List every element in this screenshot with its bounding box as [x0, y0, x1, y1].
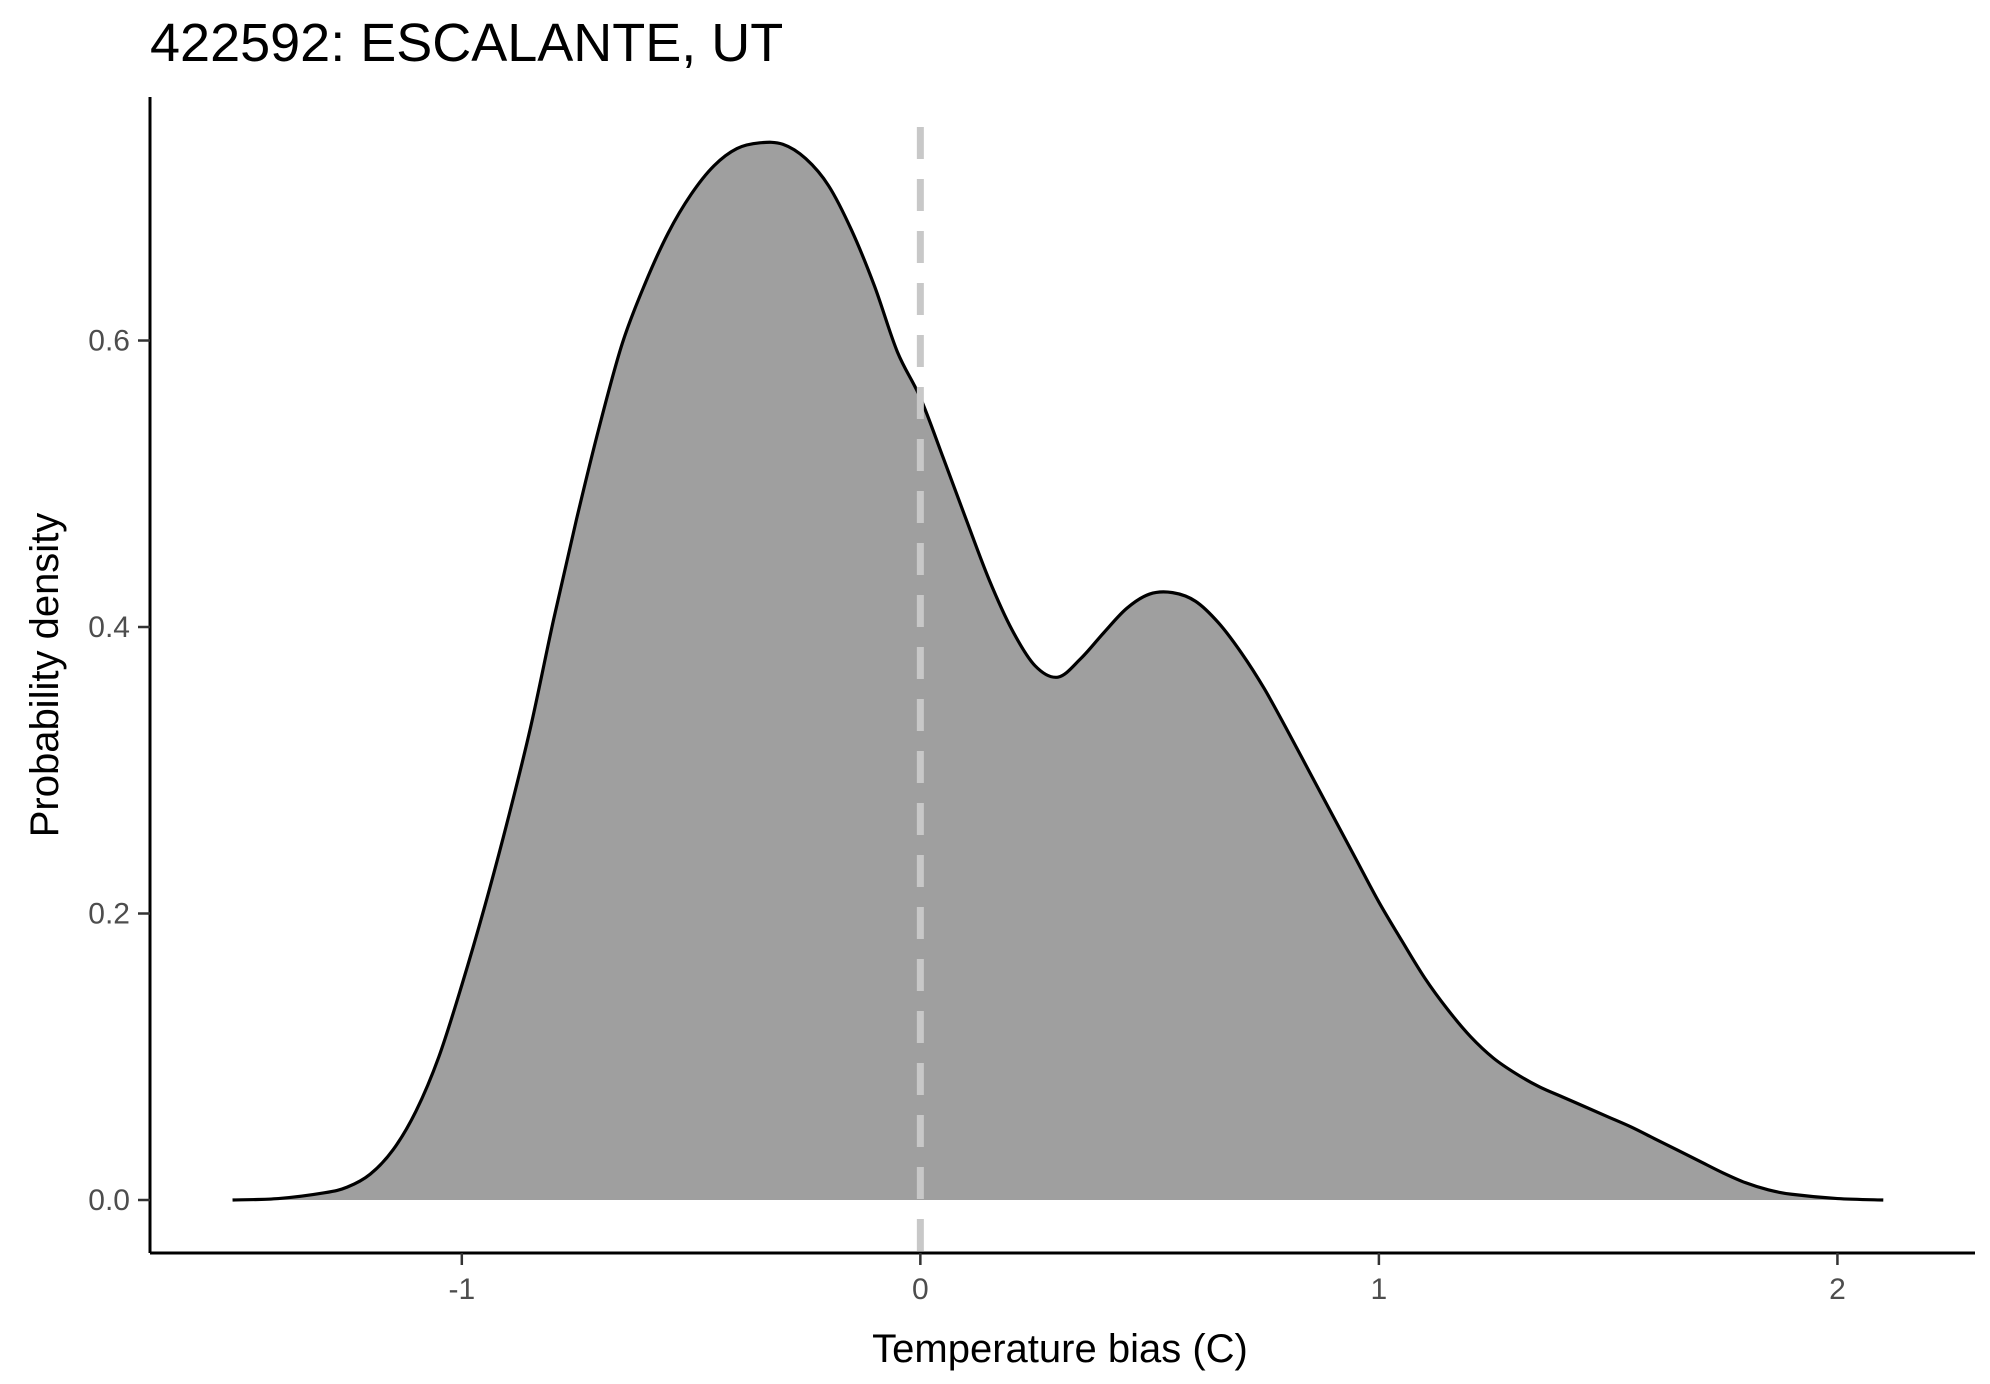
y-tick-label: 0.6 [88, 325, 130, 358]
y-tick-label: 0.4 [88, 611, 130, 644]
chart-title: 422592: ESCALANTE, UT [150, 13, 784, 73]
x-tick-label: 0 [912, 1273, 929, 1306]
x-tick-label: -1 [448, 1273, 475, 1306]
density-area-layer [232, 140, 1884, 1202]
density-fill-area [232, 142, 1884, 1200]
x-tick-label: 2 [1829, 1273, 1846, 1306]
y-tick-label: 0.2 [88, 898, 130, 931]
x-tick-label: 1 [1371, 1273, 1388, 1306]
x-axis-title: Temperature bias (C) [872, 1327, 1248, 1371]
y-tick-label: 0.0 [88, 1184, 130, 1217]
y-axis-title: Probability density [23, 513, 67, 838]
axes-layer: -1 0 1 2 0.0 0.2 0.4 0.6 [88, 97, 1975, 1306]
density-curve [232, 140, 1884, 1202]
